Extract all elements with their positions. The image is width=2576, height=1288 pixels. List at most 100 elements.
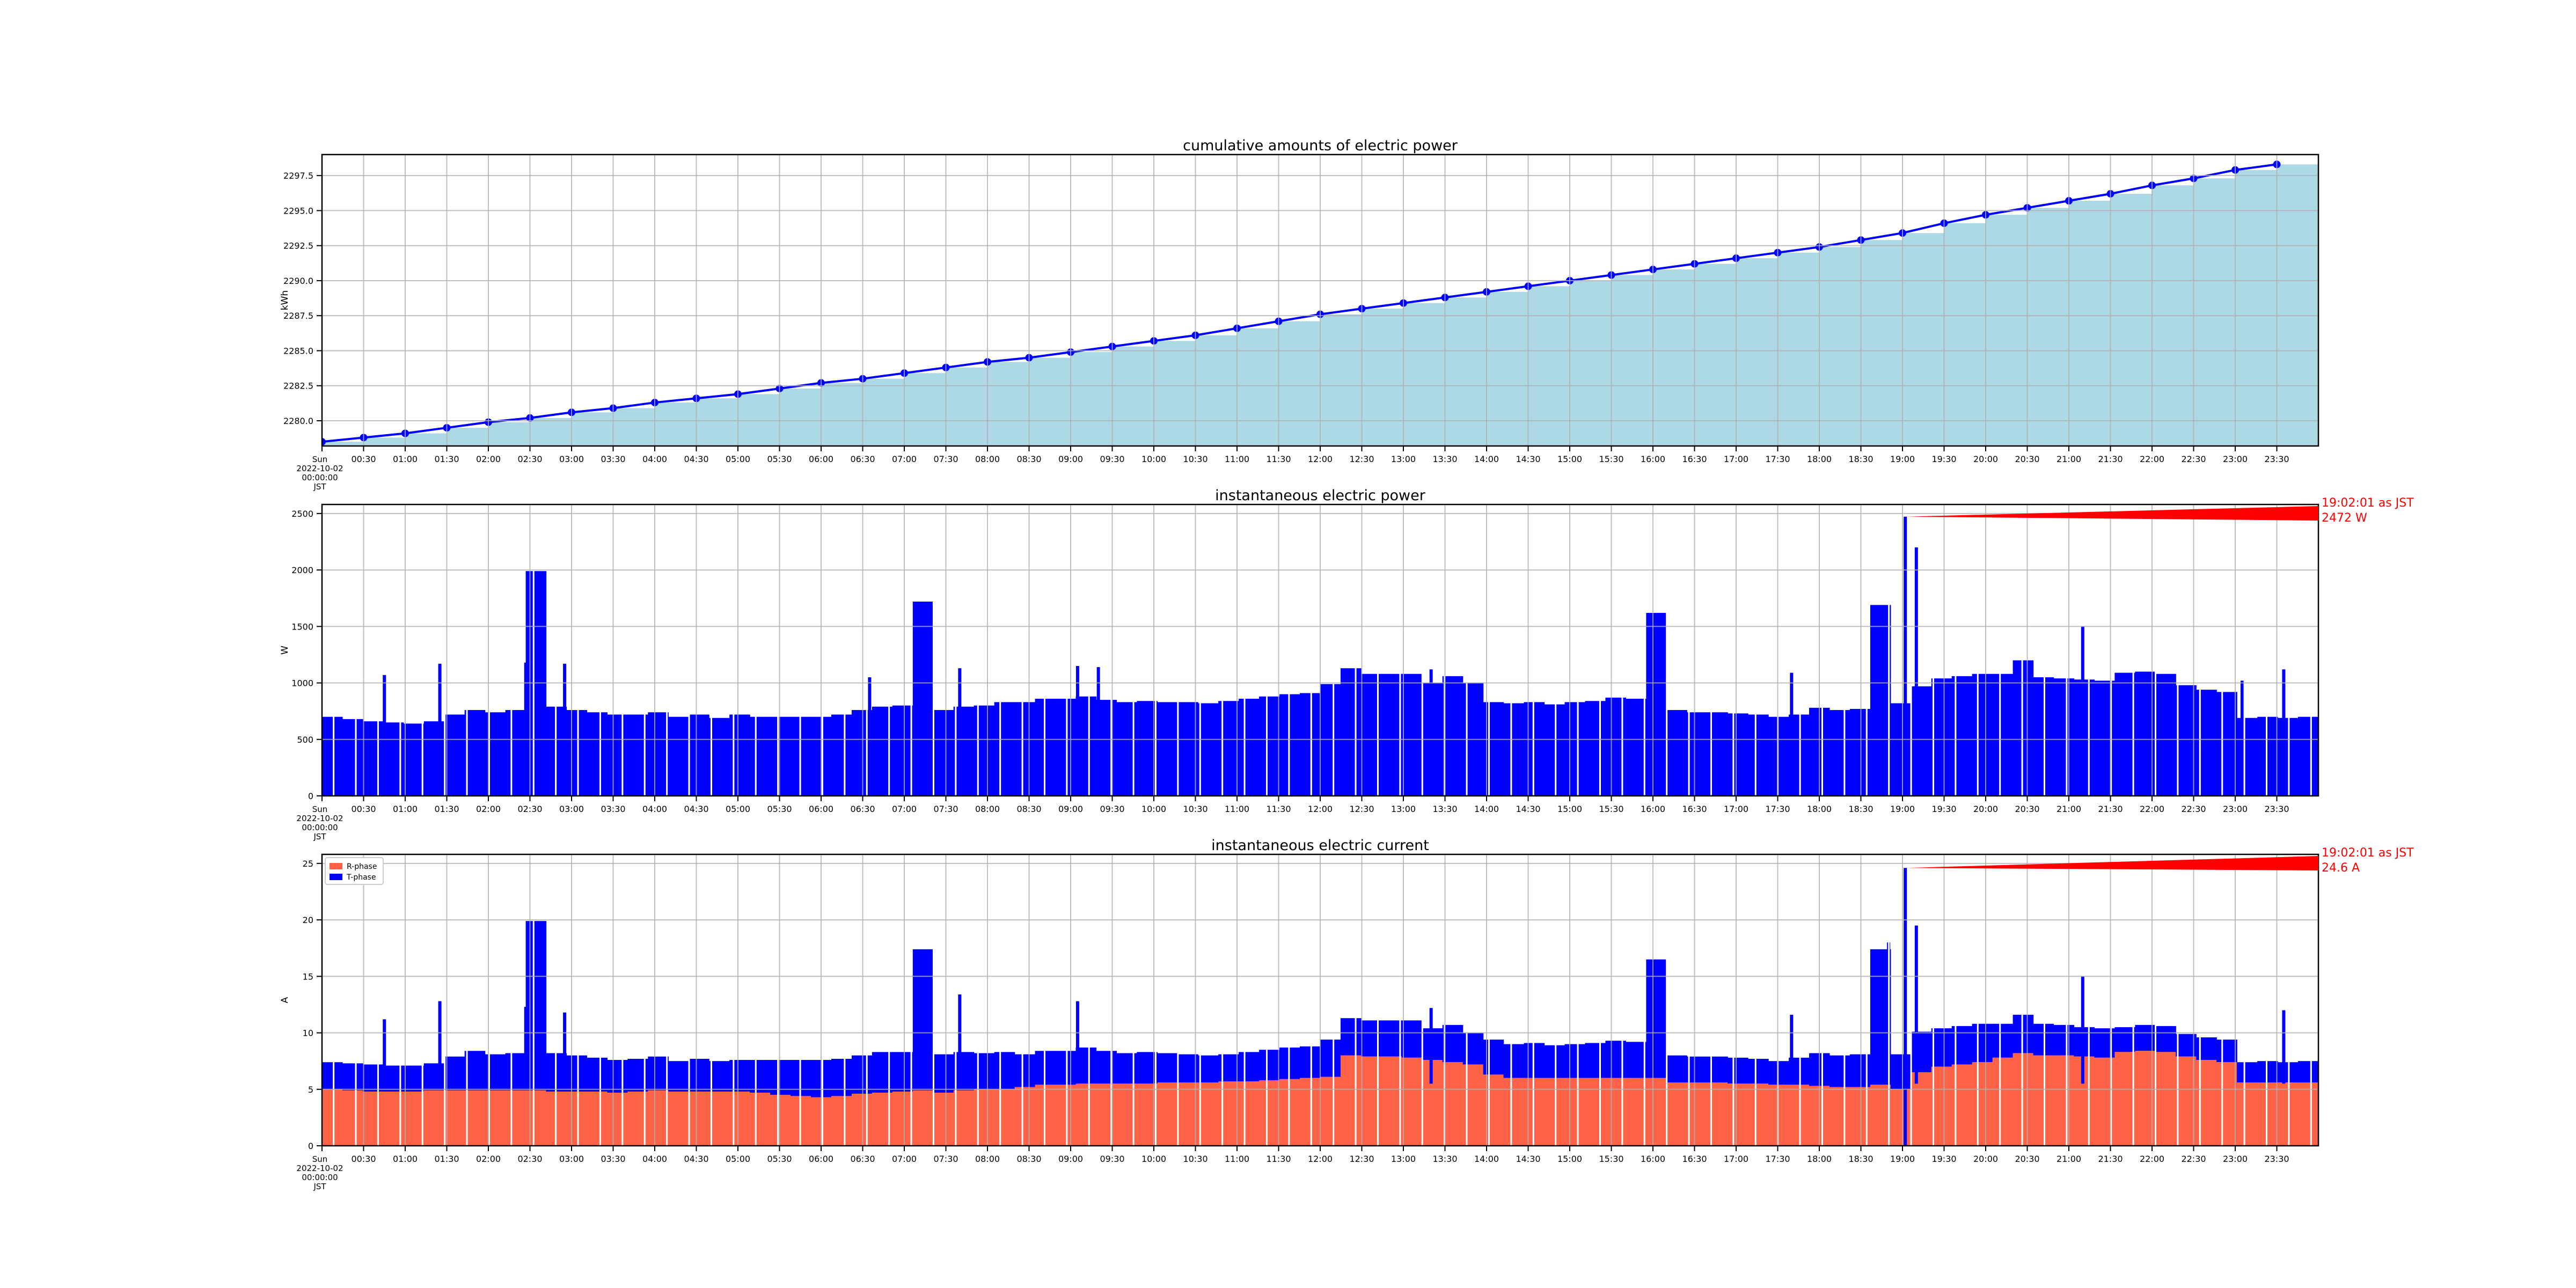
r-phase-bar-67	[1687, 1082, 1708, 1146]
t-phase-bar-96	[2278, 1062, 2299, 1083]
r-phase-bar-32	[974, 1089, 995, 1146]
power-gap-8	[510, 569, 513, 796]
current-gap-24	[866, 919, 868, 1146]
power-bar-79	[1931, 678, 1952, 796]
current-spike-11	[2282, 1010, 2286, 1084]
r-phase-bar-78	[1911, 1072, 1932, 1146]
power-bar-33	[994, 702, 1015, 796]
current-spike-0	[383, 1019, 386, 1084]
t-phase-bar-38	[1096, 1051, 1117, 1084]
r-phase-bar-19	[709, 1091, 730, 1146]
current-gap-43	[1288, 919, 1290, 1146]
power-bar-45	[1239, 699, 1260, 796]
x-tick-label-41: 21:00	[2057, 454, 2081, 464]
x-tick-label-43: 22:00	[2140, 454, 2164, 464]
power-bar-46	[1259, 696, 1280, 796]
x-tick-label-21: 11:00	[1225, 804, 1249, 814]
current-gap-56	[1577, 919, 1579, 1146]
current-gap-16	[688, 919, 690, 1146]
y-tick-label-4: 2000	[291, 565, 313, 575]
y-axis-label: kWh	[280, 290, 290, 310]
power-bar-58	[1503, 703, 1525, 796]
r-phase-bar-74	[1829, 1087, 1850, 1146]
power-gap-69	[1865, 569, 1868, 796]
power-gap-30	[999, 569, 1001, 796]
power-bar-12	[566, 710, 588, 796]
x-tick-label-7: 04:00	[642, 454, 667, 464]
current-gap-34	[1088, 919, 1090, 1146]
x-tick-label-14: 07:30	[933, 804, 958, 814]
x-tick-label-8: 04:30	[684, 804, 708, 814]
x-tick-label-30: 15:30	[1599, 804, 1623, 814]
current-gap-84	[2199, 919, 2201, 1146]
power-gap-0	[333, 569, 335, 796]
t-phase-bar-65	[1646, 959, 1667, 1078]
t-phase-bar-88	[2114, 1027, 2135, 1052]
power-bar-13	[587, 712, 608, 796]
cumulative-line	[322, 163, 2277, 443]
y-axis-label: A	[280, 997, 290, 1003]
x-tick-label-13: 07:00	[892, 1154, 917, 1164]
x-tick-label-45: 23:00	[2223, 804, 2248, 814]
x-first-label-1: 2022-10-02	[296, 814, 343, 823]
power-gap-18	[733, 569, 735, 796]
x-first-label-1: 2022-10-02	[296, 1163, 343, 1173]
power-gap-3	[399, 569, 401, 796]
power-gap-79	[2088, 569, 2090, 796]
power-gap-82	[2154, 569, 2156, 796]
x-tick-label-17: 09:00	[1058, 804, 1083, 814]
chart-panel-0: 2280.0 2282.5 2285.0 2287.5 2290.0 2292.5 2295…	[280, 137, 2319, 492]
power-bar-42	[1177, 702, 1198, 796]
t-phase-bar-41	[1157, 1053, 1178, 1083]
current-gap-75	[1999, 919, 2001, 1146]
x-tick-label-38: 19:30	[1931, 804, 1956, 814]
current-spike-2	[524, 1007, 528, 1084]
power-gap-63	[1732, 569, 1735, 796]
current-gap-28	[955, 919, 957, 1146]
r-phase-bar-64	[1626, 1078, 1646, 1146]
t-phase-bar-17	[668, 1061, 689, 1092]
x-tick-label-40: 20:30	[2015, 454, 2039, 464]
t-phase-bar-81	[1972, 1023, 1993, 1063]
x-tick-label-31: 16:00	[1641, 1154, 1665, 1164]
x-first-label-3: JST	[313, 482, 326, 492]
data-point-0	[322, 438, 326, 446]
power-bar-74	[1829, 710, 1850, 796]
x-tick-label-42: 21:30	[2098, 454, 2123, 464]
current-gap-20	[777, 919, 779, 1146]
power-bar-29	[912, 602, 934, 796]
current-gap-79	[2088, 919, 2090, 1146]
x-tick-label-41: 21:00	[2057, 1154, 2081, 1164]
r-phase-bar-18	[689, 1091, 709, 1146]
x-tick-label-3: 02:00	[476, 804, 501, 814]
legend-label-0: R-phase	[347, 862, 377, 871]
current-gap-55	[1555, 919, 1557, 1146]
x-tick-label-19: 10:00	[1141, 454, 1166, 464]
plot-data	[322, 868, 2318, 1146]
x-tick-label-22: 11:30	[1266, 804, 1291, 814]
power-gap-26	[910, 569, 912, 796]
t-phase-bar-93	[2216, 1040, 2237, 1063]
t-phase-bar-84	[2033, 1023, 2054, 1056]
current-gap-87	[2265, 919, 2267, 1146]
current-spike-5	[1075, 1001, 1079, 1084]
r-phase-bar-95	[2257, 1082, 2278, 1146]
power-bar-25	[831, 714, 852, 796]
x-tick-label-15: 08:00	[975, 454, 1000, 464]
x-tick-label-31: 16:00	[1641, 804, 1665, 814]
power-gap-33	[1066, 569, 1068, 796]
power-bar-43	[1198, 703, 1219, 796]
y-axis-label: W	[280, 646, 290, 655]
legend: R-phase T-phase	[325, 857, 384, 885]
power-gap-85	[2221, 569, 2223, 796]
r-phase-bar-55	[1442, 1062, 1463, 1146]
t-phase-bar-77	[1890, 1054, 1912, 1089]
x-tick-label-0: 00:30	[351, 454, 376, 464]
legend-swatch-1	[330, 874, 342, 880]
x-first-label-1: 2022-10-02	[296, 464, 343, 473]
x-tick-label-43: 22:00	[2140, 1154, 2164, 1164]
x-tick-label-41: 21:00	[2057, 804, 2081, 814]
power-gap-41	[1243, 569, 1246, 796]
peak-annotation-time: 19:02:01 as JST	[2322, 846, 2414, 860]
current-gap-21	[799, 919, 801, 1146]
